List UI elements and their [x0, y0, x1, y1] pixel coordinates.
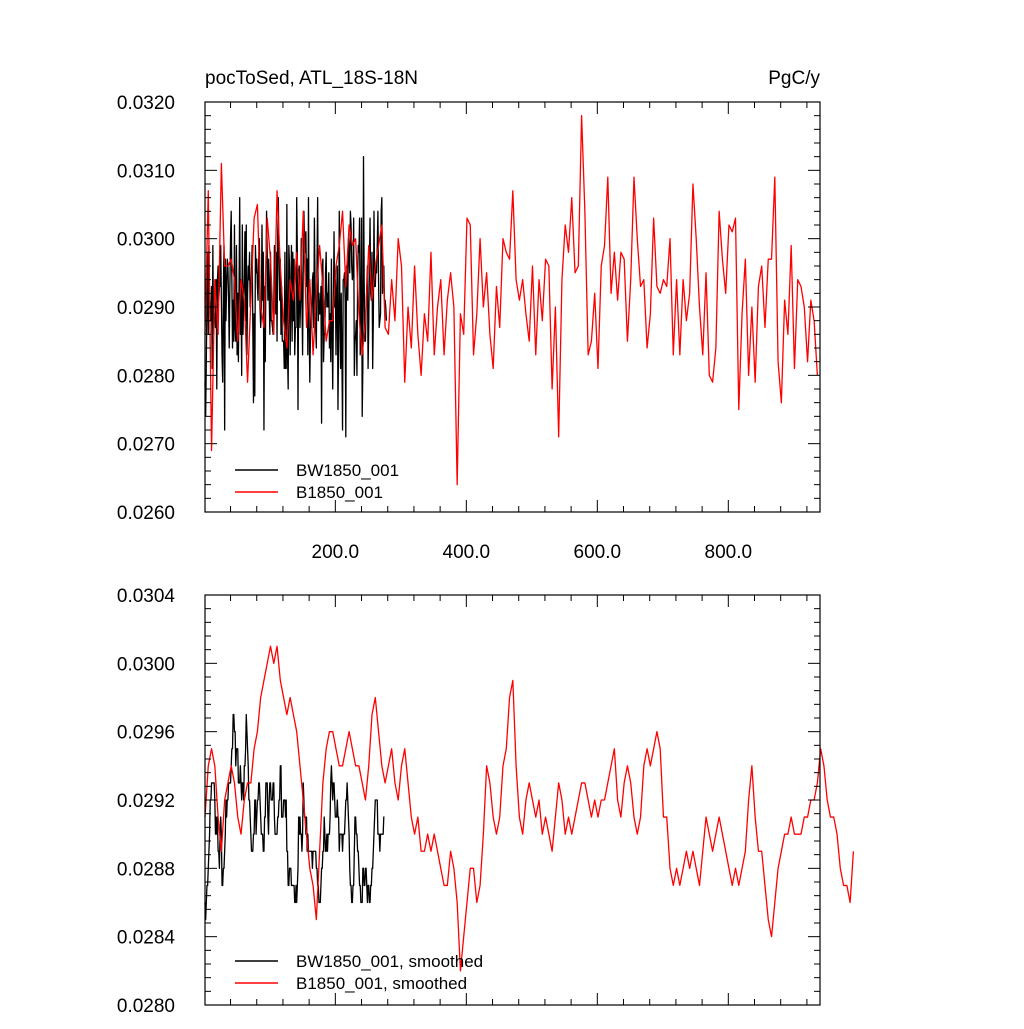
top-y-tick-label: 0.0320	[117, 93, 175, 114]
top-series-line-bw1850-001	[204, 156, 388, 438]
bottom-y-tick-label: 0.0288	[117, 859, 175, 880]
top-axes-group: 0.0260 0.0270 0.0280 0.0290 0.0300 0.0310 0.03…	[117, 93, 820, 563]
top-legend-label-b1850: B1850_001	[296, 483, 383, 502]
top-y-tick-label: 0.0300	[117, 230, 175, 251]
top-x-tick-label: 400.0	[443, 542, 491, 563]
top-series-line-b1850-001	[204, 115, 819, 486]
bottom-legend-label-bw1850: BW1850_001, smoothed	[296, 952, 483, 971]
bottom-y-tick-label: 0.0292	[117, 791, 175, 812]
top-y-tick-label: 0.0260	[117, 503, 175, 524]
top-panel-units-label: PgC/y	[768, 68, 820, 89]
bottom-y-tick-label: 0.0304	[117, 586, 176, 607]
bottom-y-tick-label: 0.0284	[117, 928, 176, 949]
bottom-series-line-bw1850-001-smoothed	[204, 713, 385, 921]
top-x-tick-label: 600.0	[574, 542, 622, 563]
top-y-tick-label: 0.0290	[117, 298, 175, 319]
bottom-axes-group: 0.0280 0.0284 0.0288 0.0292 0.0296 0.0300 0.03…	[117, 586, 820, 1017]
bottom-y-tick-label: 0.0296	[117, 723, 175, 744]
top-y-tick-label: 0.0270	[117, 435, 175, 456]
bottom-legend-label-b1850: B1850_001, smoothed	[296, 974, 467, 993]
bottom-series-group	[204, 645, 855, 972]
top-panel: pocToSed, ATL_18S-18N PgC/y 0.0260 0.0270…	[117, 68, 821, 563]
top-y-tick-label: 0.0310	[117, 161, 175, 182]
top-series-group	[204, 115, 819, 486]
top-y-tick-label: 0.0280	[117, 366, 175, 387]
top-x-tick-label: 800.0	[705, 542, 753, 563]
bottom-legend: BW1850_001, smoothed B1850_001, smoothed	[235, 952, 483, 993]
top-plot-frame	[204, 101, 821, 513]
top-panel-title-left: pocToSed, ATL_18S-18N	[205, 68, 418, 89]
bottom-y-tick-label: 0.0280	[117, 996, 175, 1017]
bottom-panel: 0.0280 0.0284 0.0288 0.0292 0.0296 0.0300 0.03…	[117, 586, 855, 1017]
bottom-y-tick-label: 0.0300	[117, 654, 175, 675]
bottom-plot-frame	[204, 594, 821, 1006]
top-legend-label-bw1850: BW1850_001	[296, 461, 399, 480]
top-legend: BW1850_001 B1850_001	[235, 461, 399, 502]
bottom-series-line-b1850-001-smoothed	[204, 645, 855, 972]
top-x-tick-label: 200.0	[312, 542, 360, 563]
